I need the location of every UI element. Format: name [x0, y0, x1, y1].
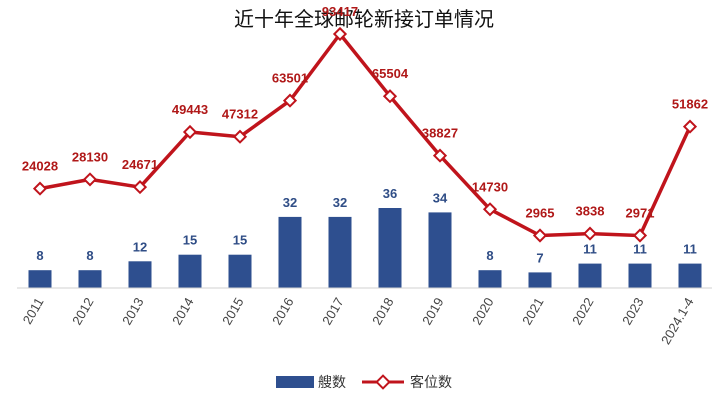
line-value-label: 93417	[322, 4, 358, 19]
line-value-label: 2965	[526, 206, 555, 221]
line-point	[32, 181, 48, 196]
line-value-label: 24671	[122, 157, 158, 172]
bar-value-label: 36	[383, 186, 397, 201]
x-tick-label: 2022	[569, 295, 596, 328]
bar-value-label: 15	[233, 233, 247, 248]
line-point	[182, 124, 198, 140]
bar-value-label: 8	[86, 248, 93, 263]
x-tick-label: 2014	[169, 295, 196, 328]
line-value-label: 3838	[576, 204, 605, 219]
line-point	[132, 180, 148, 195]
legend-line-marker	[375, 374, 391, 390]
bar	[678, 263, 702, 288]
x-tick-label: 2023	[619, 295, 646, 328]
x-tick-label: 2016	[269, 295, 296, 328]
line-point	[432, 148, 448, 163]
line-value-label: 14730	[472, 179, 508, 194]
x-axis-ticks: 2011 2012 2013 2014 2015 2016 2017 2018 2019 2020…	[20, 295, 697, 347]
x-tick-label: 2024.1-4	[658, 295, 697, 347]
line-value-label: 65504	[372, 66, 409, 81]
legend-line-label: 客位数	[410, 374, 452, 391]
line-point	[82, 172, 98, 187]
bar	[78, 270, 102, 288]
chart-title: 近十年全球邮轮新接订单情况	[234, 7, 494, 31]
bar	[28, 270, 52, 288]
line-point	[382, 89, 398, 104]
bar	[578, 263, 602, 288]
x-tick-label: 2013	[119, 295, 146, 328]
bar	[478, 270, 502, 288]
bar-value-label: 15	[183, 233, 197, 248]
bar-series: 8 8 12 15 15 32 32 36 34 8 7 11 11 11	[28, 186, 702, 288]
x-tick-label: 2015	[219, 295, 246, 328]
bar-value-label: 32	[333, 195, 347, 210]
bar	[278, 216, 302, 288]
bar	[128, 261, 152, 288]
bar	[378, 208, 402, 288]
line-point	[482, 202, 498, 217]
line-series: 24028 28130 24671 49443 47312 63501 93417 65504…	[22, 4, 708, 243]
bar	[328, 216, 352, 288]
bar-value-label: 12	[133, 239, 147, 254]
bar-value-label: 34	[433, 190, 448, 205]
legend-bar-swatch	[276, 376, 314, 388]
x-tick-label: 2020	[469, 295, 496, 328]
line-point	[232, 129, 248, 144]
line-value-label: 49443	[172, 102, 208, 117]
line-path	[39, 32, 692, 238]
bar-value-label: 32	[283, 195, 297, 210]
x-tick-label: 2019	[419, 295, 446, 328]
line-point	[282, 93, 298, 108]
line-point	[532, 228, 548, 243]
x-tick-label: 2011	[20, 295, 47, 327]
bar	[178, 254, 202, 288]
line-value-label: 2971	[626, 206, 655, 221]
x-tick-label: 2018	[369, 295, 396, 328]
bar-value-label: 11	[583, 242, 597, 257]
line-point	[682, 119, 698, 134]
bar-value-label: 8	[36, 248, 43, 263]
legend: 艘数 客位数	[276, 374, 452, 391]
legend-bar-label: 艘数	[318, 375, 346, 391]
bar-value-label: 8	[486, 248, 493, 263]
bar	[628, 263, 652, 288]
x-tick-label: 2012	[69, 295, 96, 328]
line-point	[582, 226, 598, 241]
x-tick-label: 2017	[319, 295, 346, 328]
line-value-label: 28130	[72, 149, 108, 164]
line-value-label: 51862	[672, 97, 708, 112]
bar	[428, 212, 452, 288]
bar	[528, 272, 552, 288]
bar-value-label: 7	[536, 250, 543, 265]
line-point	[332, 26, 348, 42]
x-tick-label: 2021	[519, 295, 546, 328]
bar	[228, 254, 252, 288]
line-point	[632, 228, 648, 243]
line-value-label: 38827	[422, 126, 458, 141]
line-value-label: 24028	[22, 159, 58, 174]
bar-value-label: 11	[633, 242, 647, 257]
line-value-label: 63501	[272, 71, 308, 86]
line-value-label: 47312	[222, 107, 258, 122]
bar-value-label: 11	[683, 242, 697, 257]
